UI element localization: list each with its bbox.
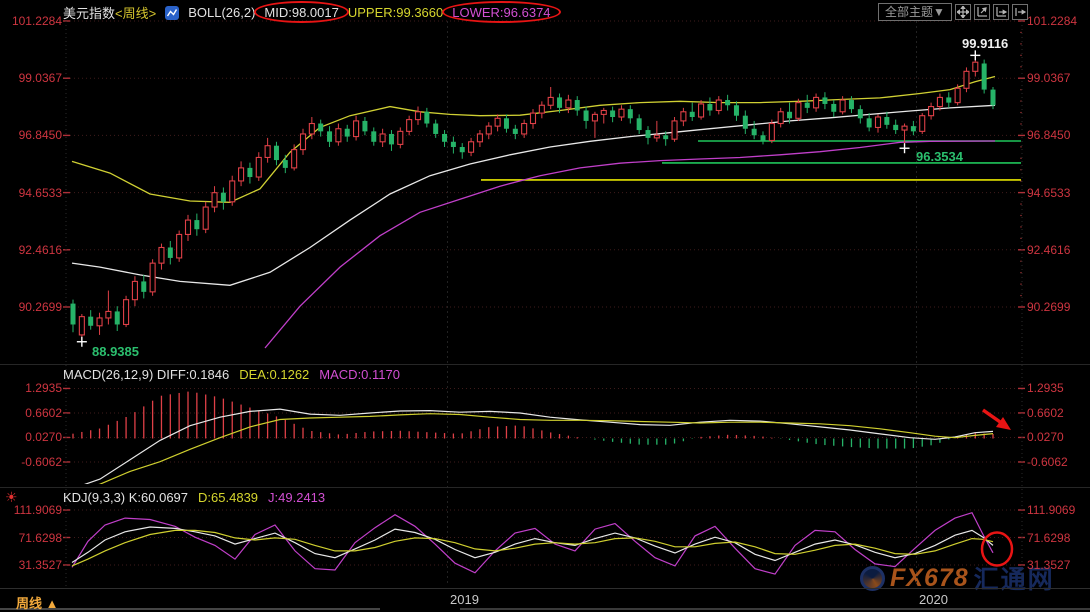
watermark-fx678: FX678 <box>890 563 969 592</box>
y-axis-tick-label: 96.8450 <box>18 128 62 143</box>
zoom-y-axis-icon[interactable] <box>973 4 990 20</box>
gridlines-layer <box>0 20 1090 610</box>
macd-params-diff[interactable]: MACD(26,12,9) DIFF:0.1846 <box>63 367 230 382</box>
candlesticks-layer <box>70 55 996 342</box>
y-axis-tick-label: 90.2699 <box>18 299 62 314</box>
high-price-label: 99.9116 <box>962 36 1009 51</box>
boll-indicator-label[interactable]: BOLL(26,2) <box>188 5 256 20</box>
watermark-huitongwang: 汇通网 <box>973 566 1055 594</box>
themes-dropdown-button[interactable]: 全部主题▼ <box>878 3 952 21</box>
y-axis-tick-label: 94.6533 <box>18 185 62 200</box>
low-price-label: 88.9385 <box>92 344 139 359</box>
boll-upper-value: UPPER:99.3660 <box>347 5 444 20</box>
recent-low-price-label: 96.3534 <box>916 149 963 164</box>
watermark: FX678 汇通网 <box>860 560 1055 596</box>
price-marker-crosses <box>76 50 981 347</box>
period-selector[interactable]: 周线 ▲ <box>16 596 59 611</box>
zoom-x-axis-icon[interactable] <box>992 4 1009 20</box>
y-axis-tick-label: 0.0270 <box>25 430 62 445</box>
y-axis-tick-label: 0.0270 <box>1027 430 1064 445</box>
macd-header: MACD(26,12,9) DIFF:0.1846 DEA:0.1262 MAC… <box>63 367 400 382</box>
y-axis-tick-label: 1.2935 <box>25 381 62 396</box>
kdj-j-value: J:49.2413 <box>268 490 326 505</box>
top-toolbar: 全部主题▼ <box>878 3 1028 21</box>
indicator-chart-icon[interactable] <box>165 5 180 20</box>
y-axis-tick-label: 31.3527 <box>18 558 62 572</box>
y-axis-tick-label: 71.6298 <box>1027 530 1071 545</box>
y-axis-tick-label: 90.2699 <box>1027 299 1071 314</box>
bollinger-bands-layer <box>71 75 996 349</box>
macd-macd-value: MACD:0.1170 <box>319 367 400 382</box>
y-axis-tick-label: -0.6062 <box>1027 454 1068 469</box>
kdj-params-k[interactable]: KDJ(9,3,3) K:60.0697 <box>63 490 189 505</box>
symbol-title: 美元指数<周线> <box>63 3 156 22</box>
y-axis-tick-label: 101.2284 <box>1027 14 1078 28</box>
kdj-lines-layer <box>71 511 994 575</box>
symbol-name: 美元指数 <box>63 6 116 21</box>
red-annotations-layer <box>980 408 1014 567</box>
y-axis-tick-label: 92.4616 <box>18 242 62 257</box>
period-tag: <周线> <box>115 6 157 21</box>
y-axis-tick-label: 99.0367 <box>1027 71 1071 86</box>
y-axis-tick-label: 0.6602 <box>1027 405 1064 420</box>
macd-lines-layer <box>84 408 994 484</box>
pan-right-icon[interactable] <box>1011 4 1028 20</box>
boll-mid-value: MID:98.0017 <box>254 1 350 23</box>
y-axis-tick-label: -0.6062 <box>21 454 62 469</box>
indicator-settings-sun-icon[interactable]: ☀ <box>5 489 18 505</box>
y-axis-tick-label: 71.6298 <box>18 530 62 545</box>
move-tool-icon[interactable] <box>954 4 971 20</box>
kdj-header: KDJ(9,3,3) K:60.0697 D:65.4839 J:49.2413 <box>63 490 325 505</box>
x-axis-year-2020: 2020 <box>919 592 948 607</box>
y-axis-tick-label: 94.6533 <box>1027 185 1071 200</box>
main-chart-header: 美元指数<周线> BOLL(26,2) MID:98.0017 UPPER:99… <box>63 1 561 23</box>
x-axis-year-2019: 2019 <box>450 592 479 607</box>
boll-lower-value: LOWER:96.6374 <box>442 1 561 23</box>
y-axis-tick-label: 0.6602 <box>25 405 62 420</box>
kdj-d-value: D:65.4839 <box>198 490 259 505</box>
y-axis-tick-label: 96.8450 <box>1027 128 1071 143</box>
y-axis-tick-label: 1.2935 <box>1027 381 1064 396</box>
y-axis-tick-label: 31.3527 <box>1027 558 1071 572</box>
y-axis-tick-label: 92.4616 <box>1027 242 1071 257</box>
y-axis-tick-label: 111.9069 <box>13 502 62 517</box>
y-axis-tick-label: 101.2284 <box>11 14 62 28</box>
y-axis-tick-label: 111.9069 <box>1027 502 1076 517</box>
y-axis-tick-label: 99.0367 <box>18 71 62 86</box>
macd-dea-value: DEA:0.1262 <box>239 367 310 382</box>
